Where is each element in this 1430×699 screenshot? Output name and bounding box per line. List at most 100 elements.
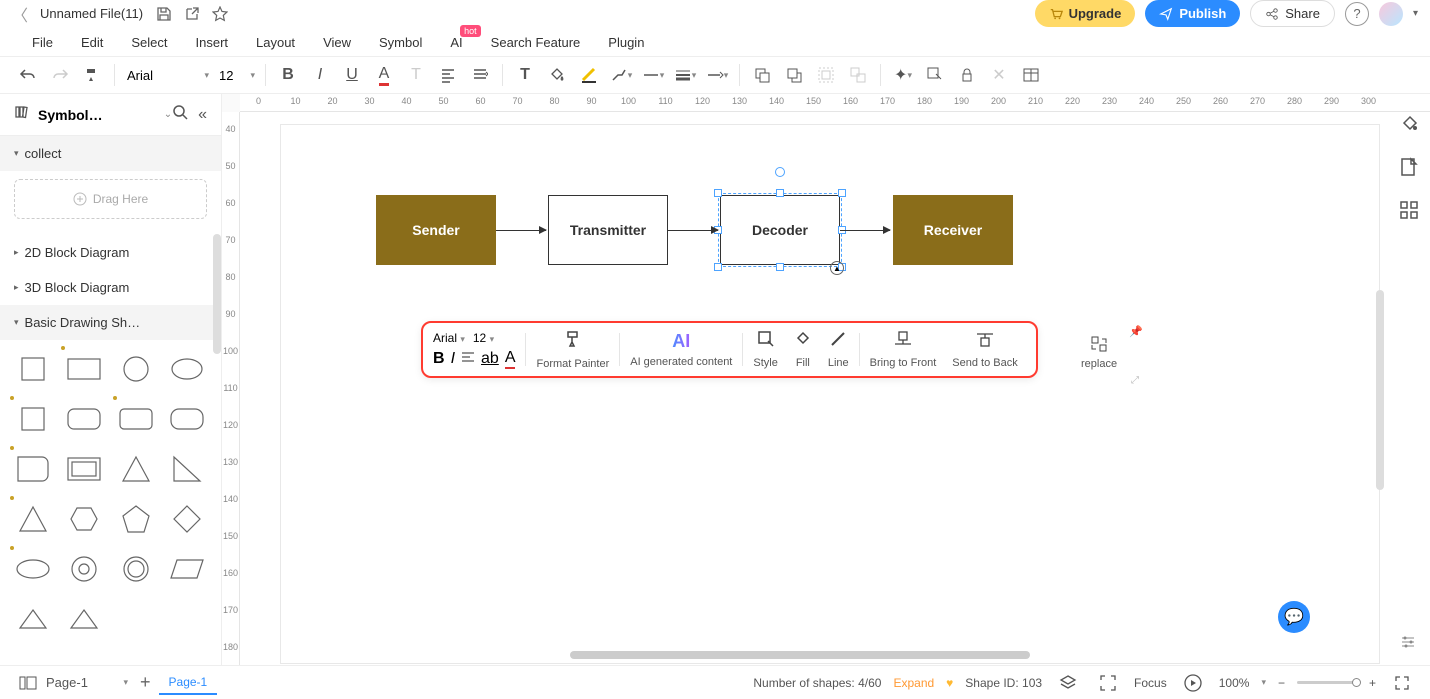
settings-mini-icon[interactable] xyxy=(1400,634,1416,655)
shape-hexagon[interactable] xyxy=(63,498,105,540)
chat-bubble-icon[interactable]: 💬 xyxy=(1278,601,1310,633)
bold-icon[interactable]: B xyxy=(274,61,302,89)
float-style[interactable]: Style xyxy=(745,329,785,370)
shape-square2[interactable] xyxy=(12,398,54,440)
fullscreen-icon[interactable] xyxy=(1388,669,1416,697)
shape-menu-icon[interactable]: ▲ xyxy=(830,261,844,275)
behind-icon[interactable] xyxy=(748,61,776,89)
zoom-out-button[interactable]: − xyxy=(1278,676,1285,690)
text-highlight-icon[interactable]: T xyxy=(402,61,430,89)
selection-handle[interactable] xyxy=(776,263,784,271)
menu-layout[interactable]: Layout xyxy=(252,31,319,54)
menu-view[interactable]: View xyxy=(319,31,375,54)
sidebar-section-collect[interactable]: ▾collect xyxy=(0,136,221,171)
back-chevron-icon[interactable]: 〈 xyxy=(12,2,28,26)
shape-donut[interactable] xyxy=(63,548,105,590)
file-title[interactable]: Unnamed File(11) xyxy=(40,6,143,21)
pin-icon[interactable]: 📌 xyxy=(1129,325,1143,338)
menu-search-feature[interactable]: Search Feature xyxy=(487,31,605,54)
float-bold-icon[interactable]: B xyxy=(433,350,445,368)
grid-panel-icon[interactable] xyxy=(1399,200,1419,225)
add-page-button[interactable]: + xyxy=(132,672,159,693)
collapse-icon[interactable]: « xyxy=(198,106,207,124)
shape-roundrect[interactable] xyxy=(63,398,105,440)
arrow-style-icon[interactable]: ▾ xyxy=(703,61,731,89)
line-style-icon[interactable]: ▾ xyxy=(639,61,667,89)
shape-tag[interactable] xyxy=(12,448,54,490)
page-tab-1[interactable]: Page-1 xyxy=(159,671,218,695)
selection-handle[interactable] xyxy=(838,189,846,197)
menu-ai[interactable]: AIhot xyxy=(446,31,486,54)
menu-plugin[interactable]: Plugin xyxy=(604,31,668,54)
focus-label[interactable]: Focus xyxy=(1134,676,1167,690)
shape-parallelogram[interactable] xyxy=(166,548,208,590)
shape-ring[interactable] xyxy=(115,548,157,590)
layers-icon[interactable] xyxy=(1054,669,1082,697)
shape-rect[interactable] xyxy=(63,348,105,390)
ungroup-icon[interactable] xyxy=(844,61,872,89)
user-avatar[interactable] xyxy=(1379,2,1403,26)
menu-symbol[interactable]: Symbol xyxy=(375,31,446,54)
rotate-handle[interactable] xyxy=(775,167,785,177)
menu-file[interactable]: File xyxy=(28,31,77,54)
shape-triangle2[interactable] xyxy=(12,498,54,540)
zoom-level[interactable]: 100% xyxy=(1219,676,1250,690)
expand-toolbar-icon[interactable]: ⤢ xyxy=(1131,375,1139,386)
format-painter-icon[interactable] xyxy=(78,61,106,89)
group-icon[interactable] xyxy=(812,61,840,89)
line-weight-icon[interactable]: ▾ xyxy=(671,61,699,89)
share-button[interactable]: Share xyxy=(1250,0,1335,27)
page-select[interactable]: Page-1▾ xyxy=(42,673,132,692)
sidebar-section-2d[interactable]: ▸2D Block Diagram xyxy=(0,235,221,270)
focus-icon[interactable] xyxy=(1094,669,1122,697)
undo-icon[interactable] xyxy=(14,61,42,89)
heart-icon[interactable]: ♥ xyxy=(946,676,953,690)
float-bring-front[interactable]: Bring to Front xyxy=(862,329,945,370)
diagram-arrow[interactable] xyxy=(668,230,718,231)
table-icon[interactable] xyxy=(1017,61,1045,89)
line-color-icon[interactable] xyxy=(575,61,603,89)
diagram-block-transmitter[interactable]: Transmitter xyxy=(548,195,668,265)
upgrade-button[interactable]: Upgrade xyxy=(1035,0,1136,27)
search-icon[interactable] xyxy=(172,104,188,125)
selection-handle[interactable] xyxy=(714,189,722,197)
canvas[interactable]: SenderTransmitterDecoder▲Receiver Arial … xyxy=(240,112,1430,665)
float-italic-icon[interactable]: I xyxy=(451,350,455,368)
tools-icon[interactable]: ✕ xyxy=(985,61,1013,89)
shape-frame[interactable] xyxy=(63,448,105,490)
lock-icon[interactable] xyxy=(953,61,981,89)
float-font[interactable]: Arial ▾ xyxy=(433,331,465,345)
selection-handle[interactable] xyxy=(714,263,722,271)
edit-shape-icon[interactable] xyxy=(921,61,949,89)
fill-panel-icon[interactable] xyxy=(1399,114,1419,139)
shape-triangle[interactable] xyxy=(115,448,157,490)
shape-pentagon[interactable] xyxy=(115,498,157,540)
diagram-arrow[interactable] xyxy=(496,230,546,231)
sidebar-dropdown-icon[interactable]: ⌄ xyxy=(164,109,172,120)
shape-oval[interactable] xyxy=(12,548,54,590)
page-panel-icon[interactable] xyxy=(1399,157,1419,182)
connector-icon[interactable]: ▾ xyxy=(607,61,635,89)
shape-square[interactable] xyxy=(12,348,54,390)
open-external-icon[interactable] xyxy=(183,5,201,23)
expand-link[interactable]: Expand xyxy=(893,676,934,690)
zoom-in-button[interactable]: + xyxy=(1369,676,1376,690)
menu-insert[interactable]: Insert xyxy=(192,31,253,54)
float-align-icon[interactable] xyxy=(461,350,475,368)
float-format-painter[interactable]: Format Painter xyxy=(528,329,617,370)
sidebar-scrollbar[interactable] xyxy=(213,234,221,354)
font-select[interactable]: Arial▾ xyxy=(123,66,213,85)
drag-here-zone[interactable]: Drag Here xyxy=(14,179,207,219)
diagram-arrow[interactable] xyxy=(840,230,890,231)
shape-more2[interactable] xyxy=(63,598,105,640)
float-strike-icon[interactable]: ab xyxy=(481,350,499,368)
align-vertical-icon[interactable] xyxy=(466,61,494,89)
underline-icon[interactable]: U xyxy=(338,61,366,89)
save-icon[interactable] xyxy=(155,5,173,23)
float-size[interactable]: 12 ▾ xyxy=(473,331,494,345)
menu-edit[interactable]: Edit xyxy=(77,31,127,54)
help-button[interactable]: ? xyxy=(1345,2,1369,26)
redo-icon[interactable] xyxy=(46,61,74,89)
float-ai[interactable]: AIAI generated content xyxy=(622,329,740,370)
shape-ellipse[interactable] xyxy=(166,348,208,390)
